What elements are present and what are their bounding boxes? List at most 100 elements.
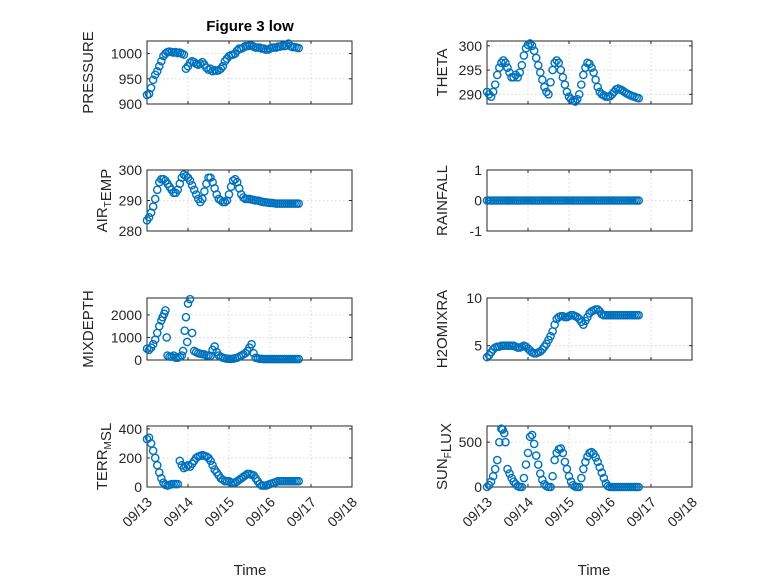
data-point <box>599 90 609 100</box>
data-point <box>486 92 496 102</box>
data-point <box>162 333 171 342</box>
data-point <box>202 63 211 73</box>
x-tick-label: 09/16 <box>242 494 278 530</box>
data-point <box>492 70 502 80</box>
data-point <box>579 70 588 80</box>
data-point <box>148 202 158 211</box>
y-tick-label: 280 <box>119 223 143 239</box>
subplot-5: 0 1000 2000 MIXDEPTH <box>80 290 353 368</box>
data-point <box>552 56 562 65</box>
data-point <box>180 326 190 335</box>
data-point <box>550 455 559 465</box>
subplot-8: 0 500 09/13 09/14 09/15 09/16 09/17 09/18 SUNFLU… <box>434 423 700 530</box>
data-point <box>294 476 304 486</box>
data-point <box>241 348 250 358</box>
data-point <box>581 457 590 467</box>
data-point <box>185 58 195 67</box>
data-point <box>148 339 158 349</box>
data-point <box>595 462 605 472</box>
data-point <box>579 464 588 474</box>
data-point <box>146 83 156 93</box>
data-point <box>206 456 215 466</box>
data-point <box>556 444 566 453</box>
data-point <box>189 185 199 195</box>
series-markers <box>142 433 304 490</box>
data-point <box>505 469 514 478</box>
data-point <box>294 43 304 53</box>
data-point <box>249 348 258 358</box>
data-point <box>490 464 500 474</box>
data-point <box>587 447 596 457</box>
data-point <box>577 473 586 483</box>
data-point <box>198 194 207 204</box>
data-point <box>503 63 512 72</box>
y-axis-label: MIXDEPTH <box>80 290 97 368</box>
data-point <box>183 460 193 470</box>
data-point <box>181 312 191 322</box>
data-point <box>241 471 250 480</box>
data-point <box>152 460 162 470</box>
data-point <box>220 56 230 66</box>
data-point <box>148 75 158 85</box>
data-point <box>550 320 559 330</box>
y-tick-label: 300 <box>459 38 483 54</box>
data-point <box>490 80 500 89</box>
y-axis-label: H2OMIXRA <box>434 290 451 368</box>
data-point <box>542 87 551 97</box>
y-tick-label: 1000 <box>111 46 142 62</box>
x-tick-label: 09/14 <box>160 494 196 530</box>
series-markers <box>482 39 644 106</box>
x-tick-label: 09/13 <box>119 494 155 530</box>
data-point <box>517 482 527 492</box>
y-tick-label: 200 <box>119 450 143 466</box>
y-tick-label: 300 <box>119 162 143 178</box>
data-point <box>546 482 555 492</box>
y-tick-label: 0 <box>474 479 482 495</box>
data-point <box>154 468 164 477</box>
data-point <box>538 75 547 85</box>
y-tick-label: 0 <box>134 479 142 495</box>
data-point <box>558 73 568 82</box>
y-axis-label: RAINFALL <box>434 165 451 236</box>
data-point <box>572 94 582 104</box>
data-point <box>519 473 529 483</box>
figure-title: Figure 3 low <box>206 18 294 35</box>
series-markers <box>482 424 644 492</box>
subplot-6: 5 10 H2OMIXRA <box>434 290 693 368</box>
data-point <box>562 87 572 97</box>
y-axis-label: SUNFLUX <box>434 423 455 490</box>
axes-frame <box>486 425 693 488</box>
series-markers <box>482 305 644 362</box>
data-point <box>523 40 533 50</box>
data-point <box>208 460 217 470</box>
data-point <box>577 80 586 89</box>
data-point <box>224 190 234 199</box>
data-point <box>195 59 205 68</box>
data-point <box>634 482 644 492</box>
data-point <box>294 199 304 208</box>
data-point <box>154 61 164 71</box>
axes-frame <box>146 425 353 488</box>
x-tick-label: 09/17 <box>283 494 319 530</box>
x-tick-label: 09/13 <box>459 494 495 530</box>
data-point <box>179 50 189 59</box>
data-point <box>239 193 248 202</box>
data-point <box>161 49 170 58</box>
data-point <box>216 64 226 74</box>
y-tick-label: 400 <box>119 421 143 437</box>
data-point <box>218 61 228 71</box>
data-point <box>187 328 197 338</box>
data-point <box>212 190 221 199</box>
data-point <box>182 337 192 347</box>
y-tick-label: 290 <box>459 86 483 102</box>
y-tick-label: 500 <box>459 434 483 450</box>
x-tick-label: 09/18 <box>664 494 700 530</box>
x-tick-label: 09/18 <box>324 494 360 530</box>
data-point <box>570 97 580 106</box>
data-point <box>157 56 166 66</box>
data-point <box>558 448 568 458</box>
y-tick-label: 1000 <box>111 329 142 345</box>
data-point <box>178 346 188 356</box>
